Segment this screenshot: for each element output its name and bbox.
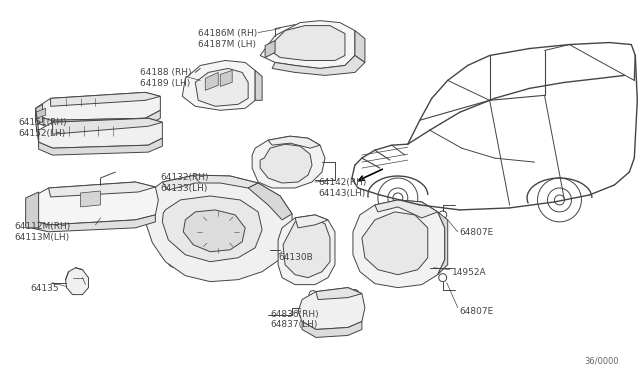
Polygon shape bbox=[270, 26, 345, 61]
Polygon shape bbox=[260, 20, 355, 68]
Polygon shape bbox=[272, 55, 365, 76]
Polygon shape bbox=[163, 175, 258, 190]
Text: 64113M(LH): 64113M(LH) bbox=[15, 233, 70, 242]
Polygon shape bbox=[255, 70, 262, 100]
Polygon shape bbox=[316, 288, 362, 299]
Polygon shape bbox=[65, 268, 88, 295]
Polygon shape bbox=[283, 218, 330, 278]
Polygon shape bbox=[205, 73, 218, 90]
Polygon shape bbox=[38, 138, 163, 155]
Text: 64143(LH): 64143(LH) bbox=[318, 189, 365, 198]
Polygon shape bbox=[298, 288, 365, 330]
Text: 64189 (LH): 64189 (LH) bbox=[140, 79, 191, 89]
Text: 64836(RH): 64836(RH) bbox=[270, 310, 319, 318]
Text: 64133(LH): 64133(LH) bbox=[161, 184, 208, 193]
Text: 64807E: 64807E bbox=[460, 228, 494, 237]
Text: 64187M (LH): 64187M (LH) bbox=[198, 39, 256, 49]
Text: 64188 (RH): 64188 (RH) bbox=[140, 68, 192, 77]
Polygon shape bbox=[220, 70, 232, 86]
Polygon shape bbox=[143, 175, 292, 282]
Polygon shape bbox=[265, 41, 275, 58]
Polygon shape bbox=[260, 144, 312, 183]
Polygon shape bbox=[295, 215, 328, 228]
Polygon shape bbox=[302, 321, 362, 337]
Polygon shape bbox=[81, 191, 100, 207]
Polygon shape bbox=[195, 68, 248, 106]
Polygon shape bbox=[252, 136, 325, 188]
Polygon shape bbox=[278, 215, 335, 285]
Polygon shape bbox=[375, 200, 438, 218]
Polygon shape bbox=[36, 108, 38, 142]
Polygon shape bbox=[49, 182, 156, 197]
Polygon shape bbox=[362, 212, 428, 275]
Text: 36/0000: 36/0000 bbox=[585, 356, 620, 365]
Polygon shape bbox=[36, 108, 45, 118]
Polygon shape bbox=[183, 210, 245, 252]
Text: 64151(RH): 64151(RH) bbox=[19, 118, 67, 127]
Text: 14952A: 14952A bbox=[452, 268, 486, 277]
Text: 64807E: 64807E bbox=[460, 307, 494, 315]
Polygon shape bbox=[52, 118, 163, 134]
Polygon shape bbox=[51, 92, 161, 106]
Text: 64135: 64135 bbox=[31, 283, 60, 293]
Polygon shape bbox=[36, 104, 43, 122]
Polygon shape bbox=[268, 136, 320, 148]
Text: 64837(LH): 64837(LH) bbox=[270, 321, 317, 330]
Polygon shape bbox=[182, 61, 255, 110]
Polygon shape bbox=[438, 212, 448, 275]
Polygon shape bbox=[31, 215, 156, 232]
Polygon shape bbox=[36, 92, 161, 120]
Text: 64132(RH): 64132(RH) bbox=[161, 173, 209, 182]
Polygon shape bbox=[31, 182, 158, 225]
Polygon shape bbox=[355, 31, 365, 62]
Polygon shape bbox=[36, 110, 161, 128]
Polygon shape bbox=[26, 192, 38, 228]
Text: 64112M(RH): 64112M(RH) bbox=[15, 222, 71, 231]
Polygon shape bbox=[38, 118, 163, 148]
Polygon shape bbox=[353, 200, 445, 288]
Polygon shape bbox=[248, 183, 292, 220]
Polygon shape bbox=[163, 196, 262, 262]
Text: 64152(LH): 64152(LH) bbox=[19, 129, 66, 138]
Text: 64130B: 64130B bbox=[278, 253, 313, 262]
Text: 64142(RH): 64142(RH) bbox=[318, 178, 366, 187]
Text: 64186M (RH): 64186M (RH) bbox=[198, 29, 257, 38]
